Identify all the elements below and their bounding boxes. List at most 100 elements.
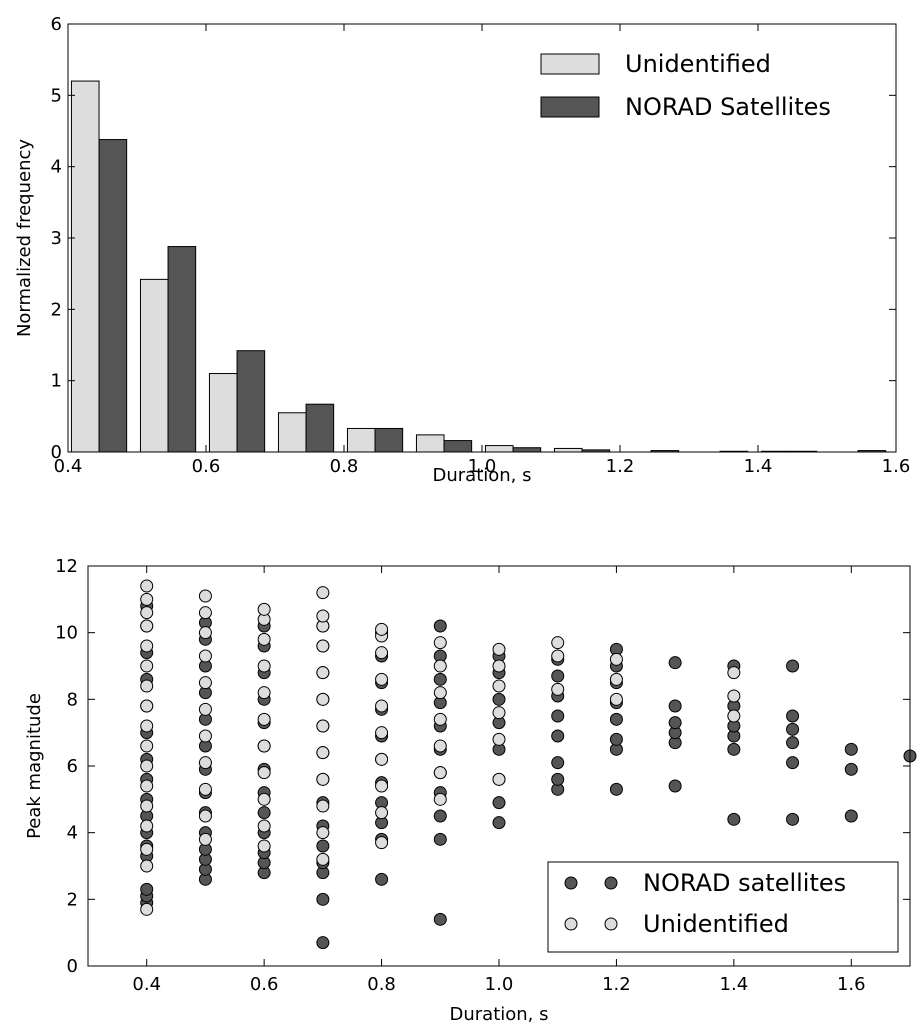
point-norad-satellite [786, 709, 800, 723]
point-unidentified [198, 676, 212, 690]
x-tick-label: 0.8 [367, 974, 396, 995]
point-unidentified [492, 706, 506, 720]
y-tick-label: 6 [67, 756, 78, 777]
point-norad-satellite [609, 732, 623, 746]
x-tick-label: 1.4 [720, 974, 749, 995]
point-unidentified [316, 772, 330, 786]
point-unidentified [375, 699, 389, 713]
bar-unidentified [277, 412, 307, 453]
point-unidentified [140, 579, 154, 593]
y-tick-label: 0 [51, 442, 62, 463]
x-tick-label: 1.2 [602, 974, 631, 995]
histogram-bars [70, 80, 887, 453]
point-unidentified [316, 692, 330, 706]
point-unidentified [433, 792, 447, 806]
x-tick-label: 1.6 [837, 974, 866, 995]
point-unidentified [257, 632, 271, 646]
point-norad-satellite [551, 729, 565, 743]
point-unidentified [198, 809, 212, 823]
y-tick-label: 8 [67, 689, 78, 710]
point-norad-satellite [492, 816, 506, 830]
bar-unidentified [415, 434, 445, 453]
bar-norad-satellites [236, 350, 266, 453]
point-unidentified [140, 719, 154, 733]
point-unidentified [257, 792, 271, 806]
point-unidentified [198, 756, 212, 770]
legend-marker-unidentified [564, 917, 578, 931]
point-unidentified [316, 852, 330, 866]
point-unidentified [375, 836, 389, 850]
point-unidentified [375, 622, 389, 636]
point-unidentified [433, 636, 447, 650]
y-tick-label: 1 [51, 371, 62, 392]
point-unidentified [198, 649, 212, 663]
point-unidentified [257, 602, 271, 616]
point-unidentified [492, 772, 506, 786]
scatter-y-axis-label: Peak magnitude [24, 693, 45, 839]
point-norad-satellite [551, 669, 565, 683]
histogram-ticks: 0.4 0.6 0.8 1.0 1.2 1.4 1.6 0 1 2 3 4 5 6 [51, 14, 911, 477]
point-unidentified [140, 679, 154, 693]
scatter-panel: 0.4 0.6 0.8 1.0 1.2 1.4 1.6 0 2 4 6 8 10 12 Duration,… [24, 556, 917, 1025]
point-norad-satellite [433, 809, 447, 823]
point-unidentified [375, 779, 389, 793]
point-norad-satellite [140, 882, 154, 896]
y-tick-label: 10 [55, 623, 78, 644]
histogram-y-axis-label: Normalized frequency [14, 139, 35, 337]
point-unidentified [316, 719, 330, 733]
point-norad-satellite [375, 872, 389, 886]
point-norad-satellite [433, 832, 447, 846]
point-norad-satellite [433, 912, 447, 926]
point-unidentified [727, 709, 741, 723]
legend-marker-norad-satellites [564, 876, 578, 890]
x-tick-label: 1.6 [882, 456, 911, 477]
point-norad-satellite [433, 619, 447, 633]
point-unidentified [609, 652, 623, 666]
point-unidentified [140, 659, 154, 673]
point-norad-satellite [844, 742, 858, 756]
point-unidentified [433, 659, 447, 673]
bar-unidentified [139, 278, 169, 453]
bar-norad-satellites [98, 139, 128, 453]
point-unidentified [198, 782, 212, 796]
y-tick-label: 4 [51, 157, 62, 178]
scatter-x-axis-label: Duration, s [450, 1004, 549, 1025]
point-unidentified [316, 826, 330, 840]
point-unidentified [140, 699, 154, 713]
bar-unidentified [208, 373, 238, 453]
point-unidentified [551, 636, 565, 650]
y-tick-label: 2 [51, 299, 62, 320]
point-norad-satellite [609, 782, 623, 796]
point-unidentified [492, 642, 506, 656]
legend-label-unidentified: Unidentified [643, 910, 789, 938]
point-unidentified [609, 692, 623, 706]
legend-marker-unidentified [604, 917, 618, 931]
point-unidentified [198, 702, 212, 716]
point-unidentified [198, 589, 212, 603]
point-unidentified [140, 859, 154, 873]
point-norad-satellite [609, 712, 623, 726]
point-unidentified [198, 626, 212, 640]
point-norad-satellite [844, 809, 858, 823]
point-norad-satellite [316, 936, 330, 950]
y-tick-label: 4 [67, 823, 78, 844]
point-unidentified [492, 679, 506, 693]
x-tick-label: 0.6 [250, 974, 279, 995]
point-norad-satellite [433, 672, 447, 686]
point-unidentified [257, 839, 271, 853]
point-unidentified [140, 799, 154, 813]
point-norad-satellite [668, 779, 682, 793]
bar-norad-satellites [374, 427, 404, 453]
point-norad-satellite [668, 716, 682, 730]
point-norad-satellite [316, 839, 330, 853]
point-norad-satellite [551, 756, 565, 770]
point-norad-satellite [492, 796, 506, 810]
scatter-points [140, 579, 917, 950]
point-unidentified [140, 842, 154, 856]
point-unidentified [140, 592, 154, 606]
point-unidentified [140, 619, 154, 633]
point-unidentified [375, 752, 389, 766]
bar-unidentified [553, 447, 583, 453]
point-unidentified [316, 609, 330, 623]
